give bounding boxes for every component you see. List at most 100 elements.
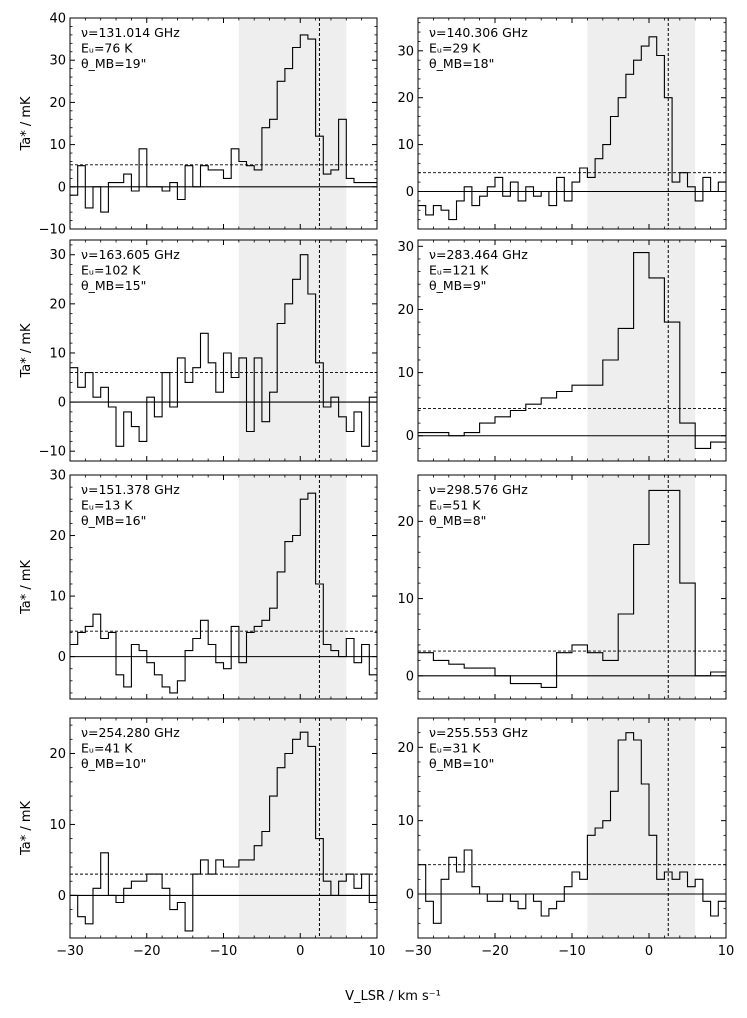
y-tick-label: 10: [397, 366, 414, 381]
panel-plot-area: [70, 18, 377, 229]
x-tick-label: −30: [404, 944, 431, 959]
panel-annotation: ν=131.014 GHz: [81, 25, 180, 40]
y-tick-label: 20: [49, 96, 66, 111]
panel-plot-area: [70, 475, 377, 699]
panel-plot-area: [418, 475, 726, 699]
panel-annotation: ν=140.306 GHz: [429, 25, 528, 40]
panel-plot-area: [418, 18, 726, 229]
spectrum-line: [70, 254, 377, 447]
y-tick-label: 0: [406, 888, 414, 903]
y-tick-label: 40: [49, 12, 66, 27]
y-tick-label: 30: [49, 248, 66, 263]
y-tick-label: 20: [397, 741, 414, 756]
panel-annotation: Eᵤ=102 K: [81, 263, 141, 278]
y-tick-label: 10: [397, 592, 414, 607]
panel-plot-area: [418, 240, 726, 461]
x-tick-label: 10: [369, 944, 386, 959]
y-tick-label: 10: [397, 138, 414, 153]
panel-annotation: Eᵤ=13 K: [81, 498, 133, 513]
panel-annotation: θ_MB=8": [429, 513, 486, 528]
x-tick-label: 10: [718, 944, 735, 959]
panel-plot-area: [70, 718, 377, 938]
y-tick-label: 0: [406, 429, 414, 444]
spectrum-line: [418, 732, 726, 924]
y-axis-label: Ta* / mK: [19, 800, 34, 856]
y-tick-label: 10: [397, 814, 414, 829]
panel-annotation: Eᵤ=41 K: [81, 741, 133, 756]
y-axis-label: Ta* / mK: [19, 559, 34, 615]
y-tick-label: 20: [49, 529, 66, 544]
x-tick-label: −20: [481, 944, 508, 959]
x-tick-label: −10: [210, 944, 237, 959]
y-tick-label: 20: [49, 297, 66, 312]
panel-annotation: Eᵤ=31 K: [429, 741, 481, 756]
x-tick-label: 0: [296, 944, 304, 959]
shaded-velocity-range: [587, 240, 696, 461]
y-tick-label: 0: [58, 650, 66, 665]
y-tick-label: 0: [58, 396, 66, 411]
x-tick-label: −30: [56, 944, 83, 959]
spectrum-line: [418, 252, 726, 449]
panel-annotation: Eᵤ=76 K: [81, 41, 133, 56]
panel-annotation: θ_MB=16": [81, 513, 146, 528]
y-tick-label: 10: [49, 590, 66, 605]
spectrum-line: [70, 492, 377, 694]
y-tick-label: 30: [49, 469, 66, 484]
panel-annotation: Eᵤ=51 K: [429, 498, 481, 513]
y-axis-label: Ta* / mK: [19, 96, 34, 152]
panel-plot-area: [418, 718, 726, 938]
y-tick-label: 20: [49, 747, 66, 762]
spectrum-line: [418, 489, 726, 688]
y-tick-label: 20: [397, 91, 414, 106]
y-tick-label: 0: [406, 185, 414, 200]
x-tick-label: −10: [558, 944, 585, 959]
panel-annotation: ν=283.464 GHz: [429, 247, 528, 262]
panel-annotation: ν=298.576 GHz: [429, 482, 528, 497]
panel-annotation: θ_MB=10": [429, 756, 494, 771]
y-tick-label: 0: [58, 180, 66, 195]
panel-annotation: θ_MB=18": [429, 56, 494, 71]
panel-annotation: θ_MB=9": [429, 278, 486, 293]
y-tick-label: −10: [39, 445, 66, 460]
y-tick-label: 20: [397, 515, 414, 530]
y-tick-label: 10: [49, 818, 66, 833]
panel-annotation: ν=163.605 GHz: [81, 247, 180, 262]
y-tick-label: 10: [49, 346, 66, 361]
y-tick-label: 20: [397, 303, 414, 318]
panel-annotation: Eᵤ=29 K: [429, 41, 481, 56]
x-tick-label: 0: [645, 944, 653, 959]
y-tick-label: 30: [49, 54, 66, 69]
panel-annotation: θ_MB=10": [81, 756, 146, 771]
y-tick-label: 0: [406, 669, 414, 684]
panel-annotation: θ_MB=15": [81, 278, 146, 293]
spectrum-line: [70, 34, 377, 213]
shaded-velocity-range: [238, 475, 347, 699]
y-tick-label: 10: [49, 138, 66, 153]
panel-annotation: ν=151.378 GHz: [81, 482, 180, 497]
spectrum-line: [418, 36, 726, 221]
shaded-velocity-range: [238, 240, 347, 461]
y-tick-label: 30: [397, 240, 414, 255]
shaded-velocity-range: [238, 718, 347, 938]
spectrum-line: [70, 731, 377, 932]
panel-annotation: Eᵤ=121 K: [429, 263, 489, 278]
x-tick-label: −20: [133, 944, 160, 959]
panel-plot-area: [70, 240, 377, 461]
shaded-velocity-range: [587, 475, 696, 699]
y-tick-label: 30: [397, 44, 414, 59]
panel-annotation: ν=255.553 GHz: [429, 725, 528, 740]
y-tick-label: 0: [58, 889, 66, 904]
panel-annotation: ν=254.280 GHz: [81, 725, 180, 740]
x-axis-label: V_LSR / km s⁻¹: [345, 989, 441, 1004]
panel-annotation: θ_MB=19": [81, 56, 146, 71]
y-tick-label: −10: [39, 223, 66, 238]
